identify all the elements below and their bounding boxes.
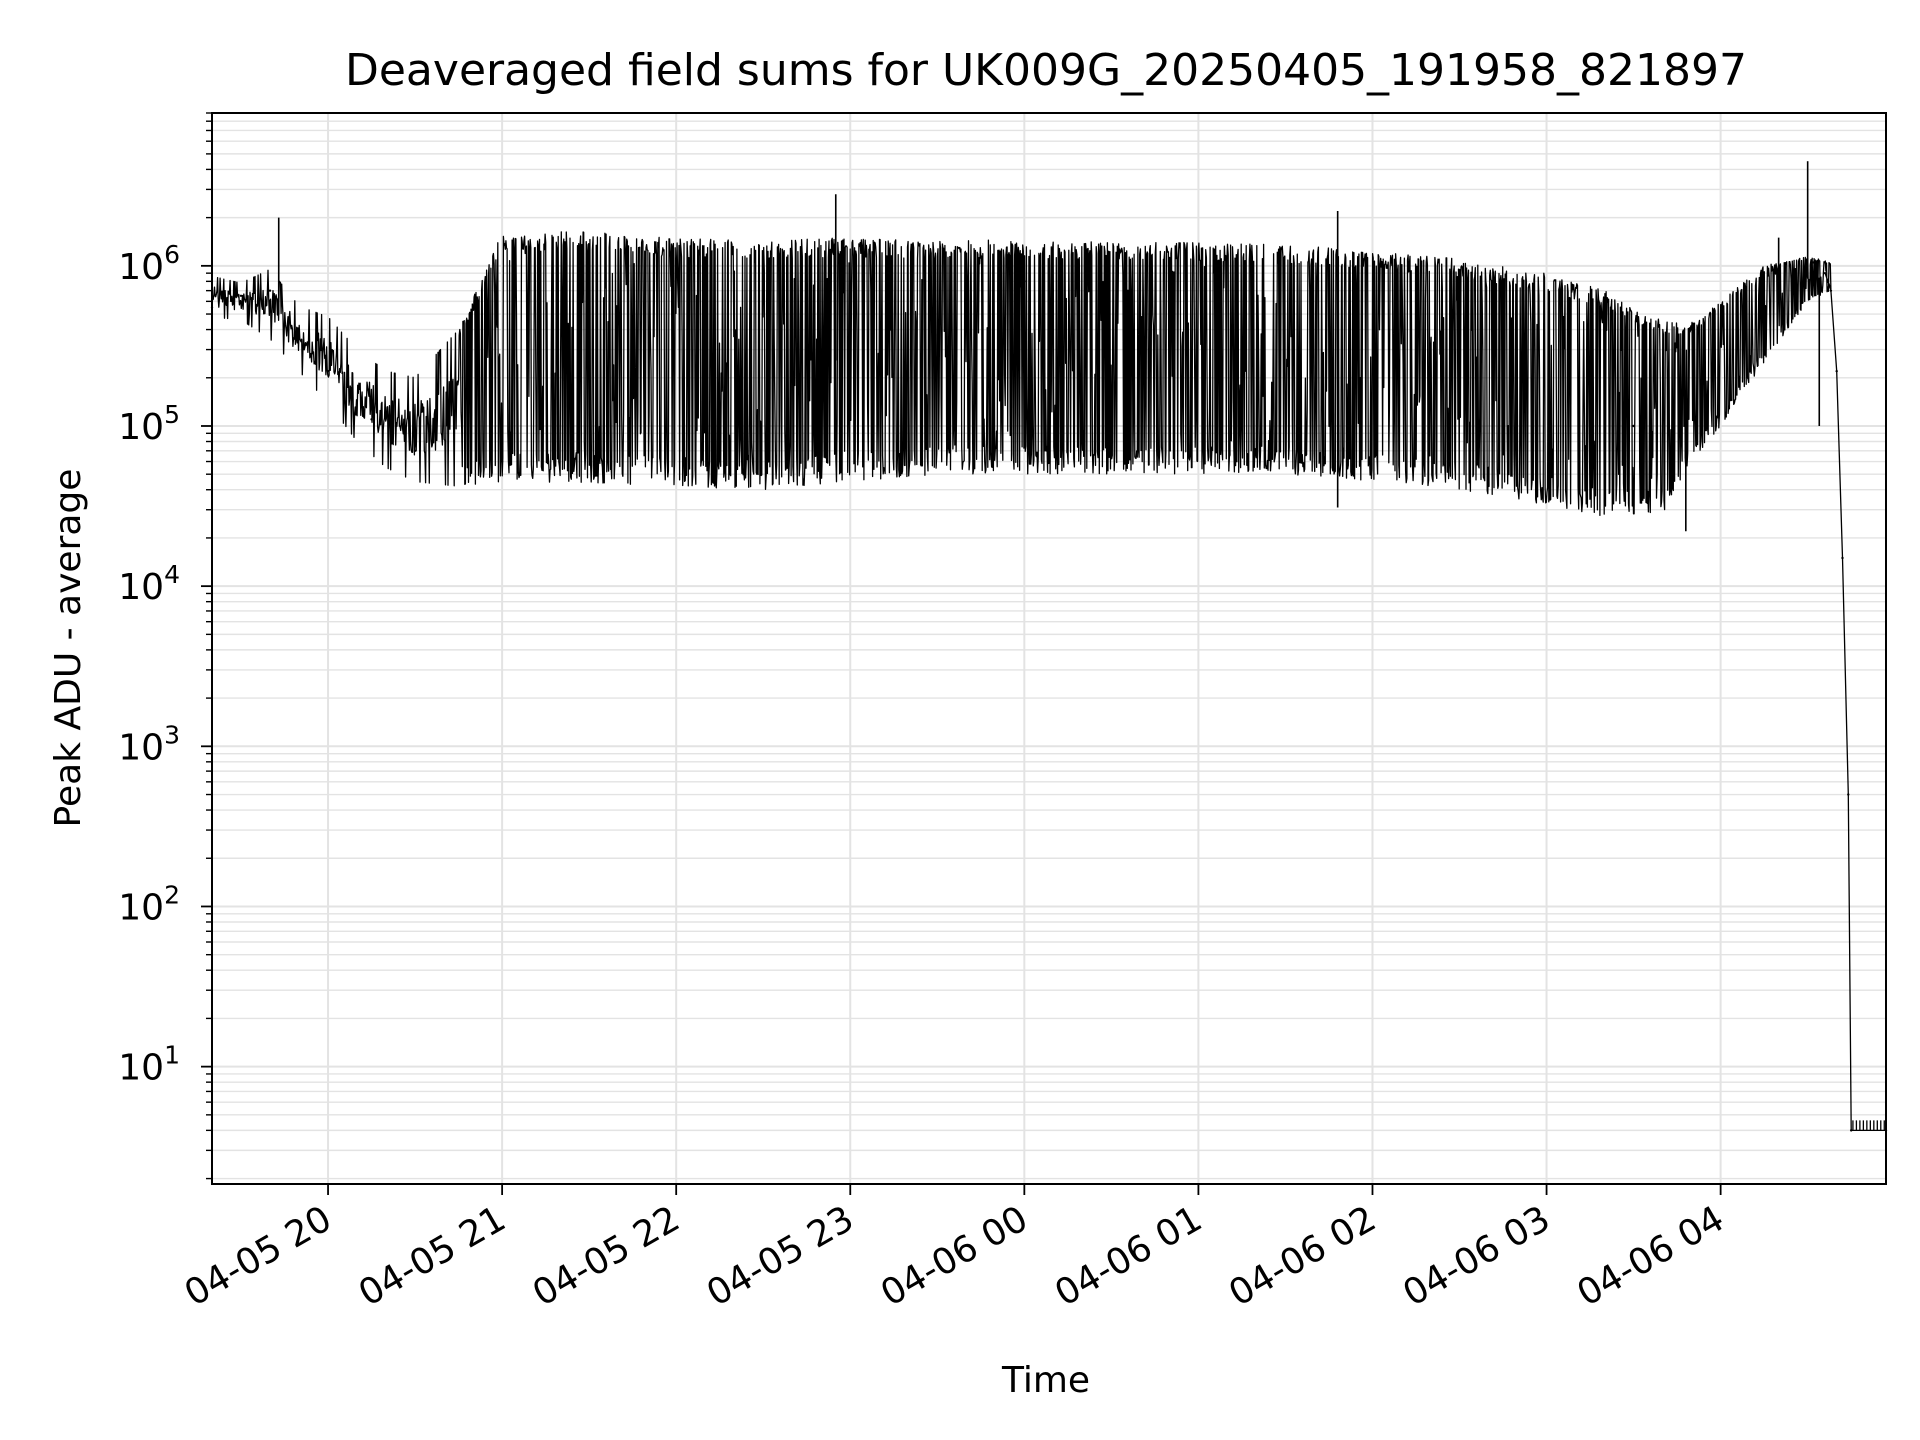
data-point [1823,271,1827,275]
data-point [268,289,272,292]
data-point [326,369,330,373]
y-tick-label: 104 [118,560,180,608]
data-point [297,337,301,341]
chart-title: Deaveraged field sums for UK009G_2025040… [345,45,1747,96]
y-tick-label: 106 [118,240,180,288]
data-point [239,294,243,297]
data-point [1632,424,1635,428]
data-point [413,449,417,453]
data-point [1849,1129,1853,1132]
series-line [211,231,1886,1132]
y-tick-label: 102 [118,880,180,928]
data-point [500,460,504,463]
data-point [1829,289,1833,292]
x-axis-label: Time [1001,1360,1090,1401]
data-point [1835,369,1838,373]
data-point [370,418,373,421]
axes-frame [211,112,1887,1185]
data-point [1847,793,1850,796]
data-point [1812,261,1815,264]
y-axis-label: Peak ADU - average [48,469,89,828]
y-tick-label: 101 [118,1041,180,1089]
plot-area [210,161,1888,1132]
data-point [1841,556,1844,560]
y-tick-label: 105 [118,400,180,448]
data-point [1023,280,1026,283]
y-tick-label: 103 [118,720,180,768]
